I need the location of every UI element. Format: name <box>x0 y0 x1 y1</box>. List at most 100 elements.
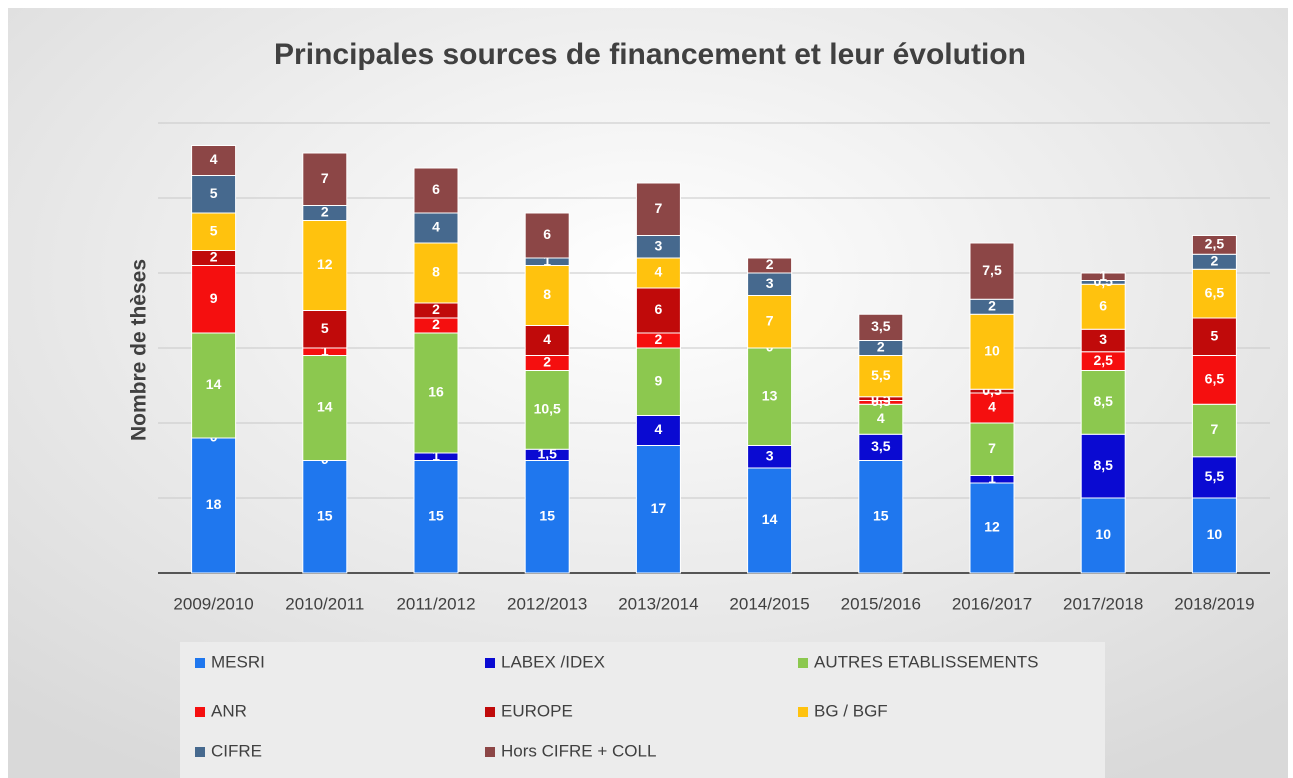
data-label: 7,5 <box>982 262 1002 278</box>
legend-swatch <box>485 747 495 757</box>
data-label: 4 <box>655 421 663 437</box>
data-label: 1 <box>1099 267 1107 283</box>
data-label: 1 <box>988 470 996 486</box>
data-label: 1 <box>543 252 551 268</box>
data-label: 9 <box>655 372 663 388</box>
data-label: 3,5 <box>871 318 891 334</box>
data-label: 4 <box>432 219 440 235</box>
data-label: 10 <box>1095 526 1111 542</box>
x-tick-label: 2009/2010 <box>173 594 253 613</box>
data-label: 6 <box>543 226 551 242</box>
bar-segment <box>1191 403 1237 458</box>
data-label: 7 <box>655 200 663 216</box>
data-label: 4 <box>655 264 663 280</box>
bar-segment <box>635 182 681 236</box>
data-label: 2 <box>432 301 440 317</box>
bar-segment <box>302 460 348 574</box>
bar-segment <box>413 167 459 214</box>
bar-segment <box>1191 268 1237 319</box>
bar-segment <box>524 265 570 326</box>
data-label: 5,5 <box>1205 468 1225 484</box>
bar-segment <box>969 242 1015 300</box>
data-label: 8,5 <box>1093 457 1113 473</box>
data-label: 10 <box>1207 526 1223 542</box>
bar-segment <box>413 242 459 304</box>
legend-label: Hors CIFRE + COLL <box>501 741 656 760</box>
data-label: 12 <box>984 519 1000 535</box>
bar-segment <box>635 415 681 446</box>
data-label: 2 <box>766 256 774 272</box>
data-label: 1 <box>321 342 329 358</box>
bar-segment <box>969 422 1015 476</box>
x-tick-label: 2011/2012 <box>396 594 475 613</box>
data-label: 8 <box>543 286 551 302</box>
data-label: 5 <box>1211 327 1219 343</box>
bar-segment <box>969 313 1015 390</box>
legend-label: AUTRES ETABLISSEMENTS <box>814 652 1039 671</box>
data-label: 6,5 <box>1205 371 1225 387</box>
data-label: 2 <box>321 204 329 220</box>
data-label: 7 <box>1211 421 1219 437</box>
legend-label: LABEX /IDEX <box>501 652 605 671</box>
data-label: 17 <box>651 500 667 516</box>
data-label: 15 <box>539 507 555 523</box>
legend-swatch <box>485 658 495 668</box>
x-tick-label: 2015/2016 <box>841 594 921 613</box>
bar-segment <box>858 433 904 461</box>
data-label: 2 <box>1211 252 1219 268</box>
legend-swatch <box>798 658 808 668</box>
data-label: 7 <box>766 312 774 328</box>
bar-segment <box>524 325 570 356</box>
legend-swatch <box>195 658 205 668</box>
data-label: 14 <box>762 511 778 527</box>
bar-segment <box>302 220 348 311</box>
bar-segment <box>1191 235 1237 255</box>
bar-segment <box>858 313 904 341</box>
data-label: 14 <box>317 399 333 415</box>
data-label: 5 <box>210 222 218 238</box>
legend-swatch <box>485 707 495 717</box>
legend-swatch <box>195 707 205 717</box>
bar-segment <box>413 212 459 244</box>
bar-segment <box>1191 317 1237 356</box>
data-label: 14 <box>206 376 222 392</box>
data-label: 2 <box>432 316 440 332</box>
x-tick-label: 2014/2015 <box>729 594 809 613</box>
data-label: 5 <box>210 185 218 201</box>
data-label: 2 <box>210 249 218 265</box>
data-label: 3 <box>655 237 663 253</box>
bar-segment <box>1080 283 1126 330</box>
legend-swatch <box>195 747 205 757</box>
bar-segment <box>1080 497 1126 574</box>
legend-label: EUROPE <box>501 701 573 720</box>
bar-segment <box>1191 456 1237 499</box>
x-tick-label: 2017/2018 <box>1063 594 1143 613</box>
bar-segment <box>635 347 681 416</box>
bar-segment <box>1080 370 1126 435</box>
bar-segment <box>191 175 237 214</box>
data-label: 15 <box>428 507 444 523</box>
bar-segment <box>302 355 348 461</box>
bar-segment <box>747 467 793 574</box>
data-label: 4 <box>210 151 218 167</box>
data-label: 2 <box>877 339 885 355</box>
legend-swatch <box>798 707 808 717</box>
x-tick-label: 2016/2017 <box>952 594 1032 613</box>
data-label: 3 <box>766 447 774 463</box>
bar-segment <box>191 145 237 176</box>
legend-label: MESRI <box>211 652 265 671</box>
bar-segment <box>191 212 237 251</box>
data-label: 4 <box>877 410 885 426</box>
data-label: 2,5 <box>1205 236 1225 252</box>
x-tick-label: 2018/2019 <box>1174 594 1254 613</box>
bar-segment <box>747 257 793 274</box>
bar-segment <box>1080 272 1126 281</box>
bar-segment <box>413 332 459 454</box>
data-label: 7 <box>321 170 329 186</box>
data-label: 5,5 <box>871 367 891 383</box>
data-label: 4 <box>988 399 996 415</box>
bar-segment <box>635 287 681 334</box>
data-label: 15 <box>317 507 333 523</box>
bar-segment <box>747 347 793 446</box>
